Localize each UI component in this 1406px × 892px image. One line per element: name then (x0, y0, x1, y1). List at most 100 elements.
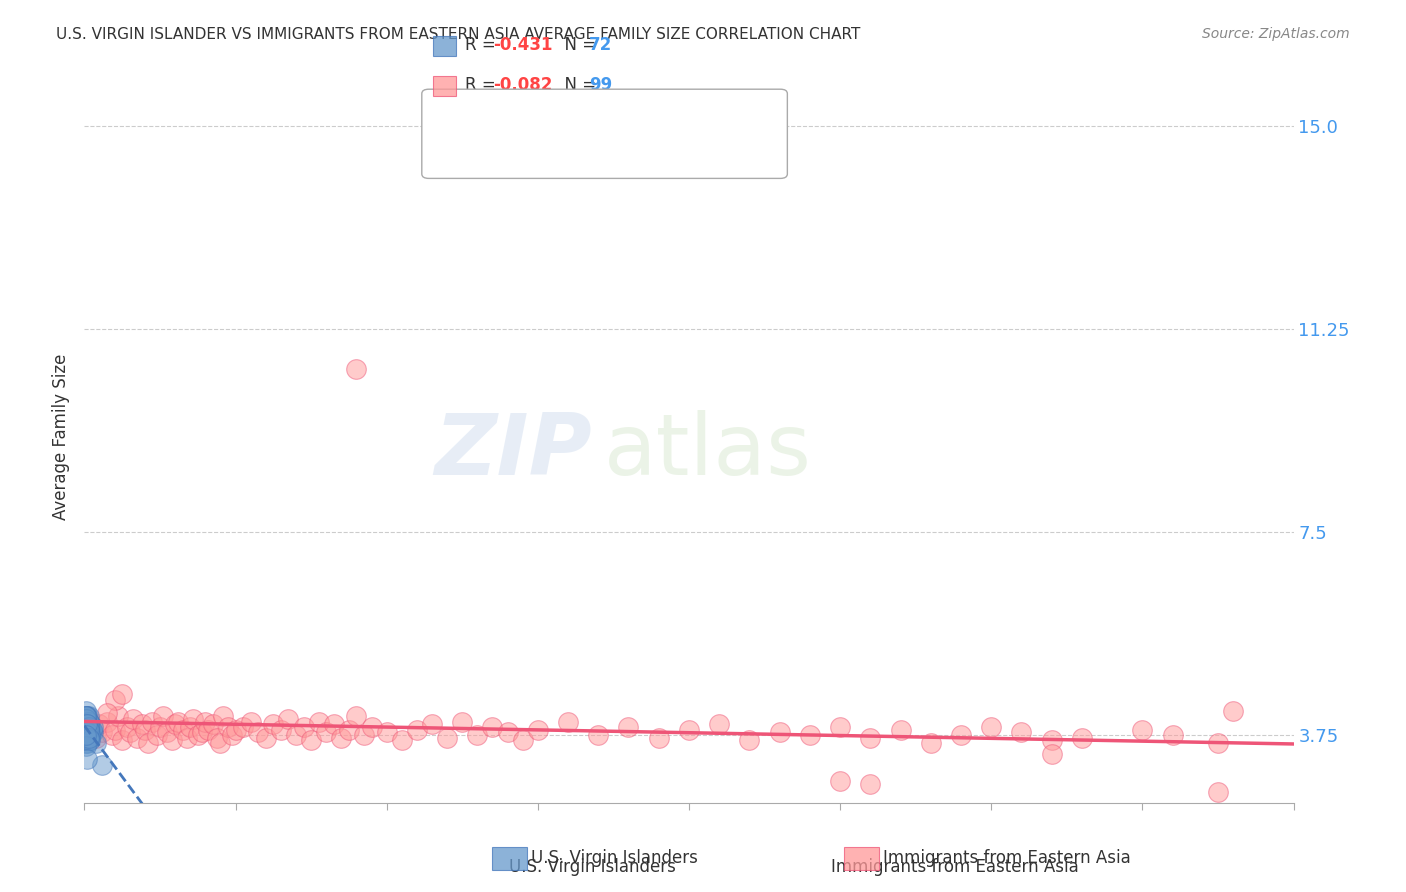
Point (76, 731, 98, 745)
Point (77, 714, 100, 729)
Point (91, 725, 114, 739)
Y-axis label: Average Family Size: Average Family Size (52, 354, 70, 520)
Point (221, 728, 243, 742)
Point (75, 712, 97, 726)
Point (131, 717, 153, 731)
Point (75, 717, 97, 731)
Point (91, 757, 114, 772)
Point (201, 717, 224, 731)
Point (1161, 728, 1184, 742)
Point (75, 728, 97, 742)
Point (76, 752, 98, 766)
Point (77, 723, 100, 737)
Point (375, 725, 398, 739)
Point (75, 714, 97, 729)
Point (830, 774, 852, 789)
Text: 72: 72 (589, 36, 613, 54)
Point (75, 739, 97, 753)
Point (77, 723, 100, 737)
Text: 99: 99 (589, 76, 613, 94)
Point (285, 728, 308, 742)
Point (118, 725, 141, 739)
Point (353, 728, 375, 742)
Point (77, 733, 100, 747)
Point (75, 728, 97, 742)
Point (80, 725, 103, 739)
Point (75, 725, 97, 739)
Point (77, 720, 100, 734)
Point (76, 720, 98, 734)
Point (76, 717, 98, 731)
Point (82, 720, 104, 734)
Text: Immigrants from Eastern Asia: Immigrants from Eastern Asia (883, 849, 1130, 867)
Point (82, 725, 104, 739)
Point (86, 731, 108, 745)
Point (1071, 731, 1094, 745)
Point (1130, 723, 1153, 737)
Point (76, 723, 98, 737)
Point (225, 723, 247, 737)
Text: -0.082: -0.082 (494, 76, 553, 94)
Point (77, 731, 100, 745)
Point (76, 733, 98, 747)
Point (77, 725, 100, 739)
Text: U.S. Virgin Islanders: U.S. Virgin Islanders (531, 849, 699, 867)
Point (104, 693, 127, 707)
Text: Source: ZipAtlas.com: Source: ZipAtlas.com (1202, 27, 1350, 41)
Point (481, 720, 503, 734)
Point (648, 731, 671, 745)
Point (239, 714, 262, 729)
Point (496, 725, 519, 739)
Point (79, 728, 101, 742)
Point (86, 736, 108, 750)
Point (76, 731, 98, 745)
Text: -0.431: -0.431 (494, 36, 553, 54)
Point (75, 709, 97, 723)
Point (346, 362, 368, 376)
Text: N =: N = (554, 36, 602, 54)
Point (738, 733, 761, 747)
Point (406, 723, 429, 737)
Point (76, 725, 98, 739)
Point (96, 714, 118, 729)
Point (209, 736, 232, 750)
Point (115, 720, 138, 734)
Point (262, 717, 284, 731)
Point (127, 731, 149, 745)
Point (79, 720, 101, 734)
Point (330, 731, 353, 745)
Point (75, 717, 97, 731)
Text: ZIP: ZIP (434, 410, 592, 493)
Point (197, 723, 219, 737)
Point (830, 720, 852, 734)
Point (176, 731, 198, 745)
Point (527, 723, 550, 737)
Point (107, 709, 129, 723)
Point (75, 736, 97, 750)
Point (76, 728, 98, 742)
Point (76, 723, 98, 737)
Point (769, 725, 792, 739)
Point (76, 723, 98, 737)
Point (292, 720, 315, 734)
Point (89, 717, 111, 731)
Point (111, 733, 134, 747)
Point (859, 731, 882, 745)
Point (77, 709, 100, 723)
Point (207, 731, 229, 745)
Point (75, 709, 97, 723)
Text: R =: R = (465, 76, 502, 94)
Point (1040, 747, 1063, 761)
Point (96, 706, 118, 721)
Point (391, 733, 413, 747)
Point (111, 688, 134, 702)
Point (75, 723, 97, 737)
Point (152, 709, 174, 723)
Point (709, 717, 731, 731)
Point (76, 709, 98, 723)
Text: R =: R = (465, 36, 502, 54)
Point (277, 712, 299, 726)
Point (181, 712, 204, 726)
Point (75, 720, 97, 734)
Point (77, 720, 100, 734)
